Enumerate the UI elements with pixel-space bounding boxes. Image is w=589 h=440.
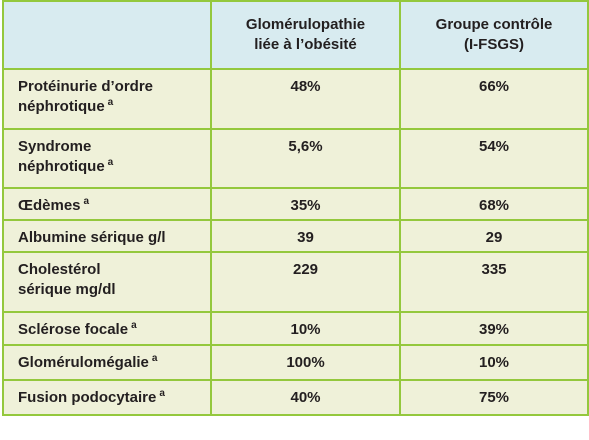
footnote-marker: a [107, 97, 114, 108]
row-label-text: Sclérose focale [18, 321, 129, 338]
header-row: Glomérulopathie liée à l’obésité Groupe c… [2, 0, 589, 70]
value-cell: 35% [210, 187, 401, 221]
row-label-text: Œdèmes [18, 197, 81, 214]
value-cell: 40% [210, 379, 401, 416]
row-label-text: Syndrome néphrotique [18, 138, 105, 175]
table-row: Œdèmes a 35% 68% [2, 187, 589, 221]
table-row: Protéinurie d’ordre néphrotique a 48% 66% [2, 68, 589, 130]
value-cell: 10% [399, 344, 589, 381]
row-label: Œdèmes a [2, 187, 212, 221]
footnote-marker: a [151, 353, 158, 364]
value-cell: 54% [399, 128, 589, 189]
value-cell: 229 [210, 251, 401, 313]
comparison-table: Glomérulopathie liée à l’obésité Groupe c… [2, 0, 589, 416]
footnote-marker: a [107, 157, 114, 168]
table-row: Syndrome néphrotique a 5,6% 54% [2, 128, 589, 189]
value-cell: 29 [399, 219, 589, 253]
table-row: Sclérose focale a 10% 39% [2, 311, 589, 346]
row-label-text: Glomérulomégalie [18, 354, 149, 371]
footnote-marker: a [159, 388, 165, 399]
value-cell: 39% [399, 311, 589, 346]
table-row: Cholestérol sérique mg/dl 229 335 [2, 251, 589, 313]
value-cell: 66% [399, 68, 589, 130]
value-cell: 5,6% [210, 128, 401, 189]
row-label: Fusion podocytaire a [2, 379, 212, 416]
table-row: Glomérulomégalie a 100% 10% [2, 344, 589, 381]
value-cell: 68% [399, 187, 589, 221]
footnote-marker: a [83, 196, 90, 207]
column-header [2, 0, 212, 70]
value-cell: 75% [399, 379, 589, 416]
row-label: Protéinurie d’ordre néphrotique a [2, 68, 212, 130]
value-cell: 39 [210, 219, 401, 253]
value-cell: 10% [210, 311, 401, 346]
value-cell: 100% [210, 344, 401, 381]
value-cell: 48% [210, 68, 401, 130]
row-label: Syndrome néphrotique a [2, 128, 212, 189]
row-label-text: Protéinurie d’ordre néphrotique [18, 78, 154, 115]
row-label: Sclérose focale a [2, 311, 212, 346]
row-label-text: Fusion podocytaire [18, 389, 157, 406]
value-cell: 335 [399, 251, 589, 313]
row-label-text: Albumine sérique g/l [18, 229, 166, 246]
row-label-text: Cholestérol sérique mg/dl [18, 261, 116, 298]
footnote-marker: a [131, 320, 137, 331]
column-header: Groupe contrôle (I-FSGS) [399, 0, 589, 70]
column-header: Glomérulopathie liée à l’obésité [210, 0, 401, 70]
row-label: Glomérulomégalie a [2, 344, 212, 381]
table-row: Albumine sérique g/l 39 29 [2, 219, 589, 253]
row-label: Albumine sérique g/l [2, 219, 212, 253]
table-row: Fusion podocytaire a 40% 75% [2, 379, 589, 416]
row-label: Cholestérol sérique mg/dl [2, 251, 212, 313]
